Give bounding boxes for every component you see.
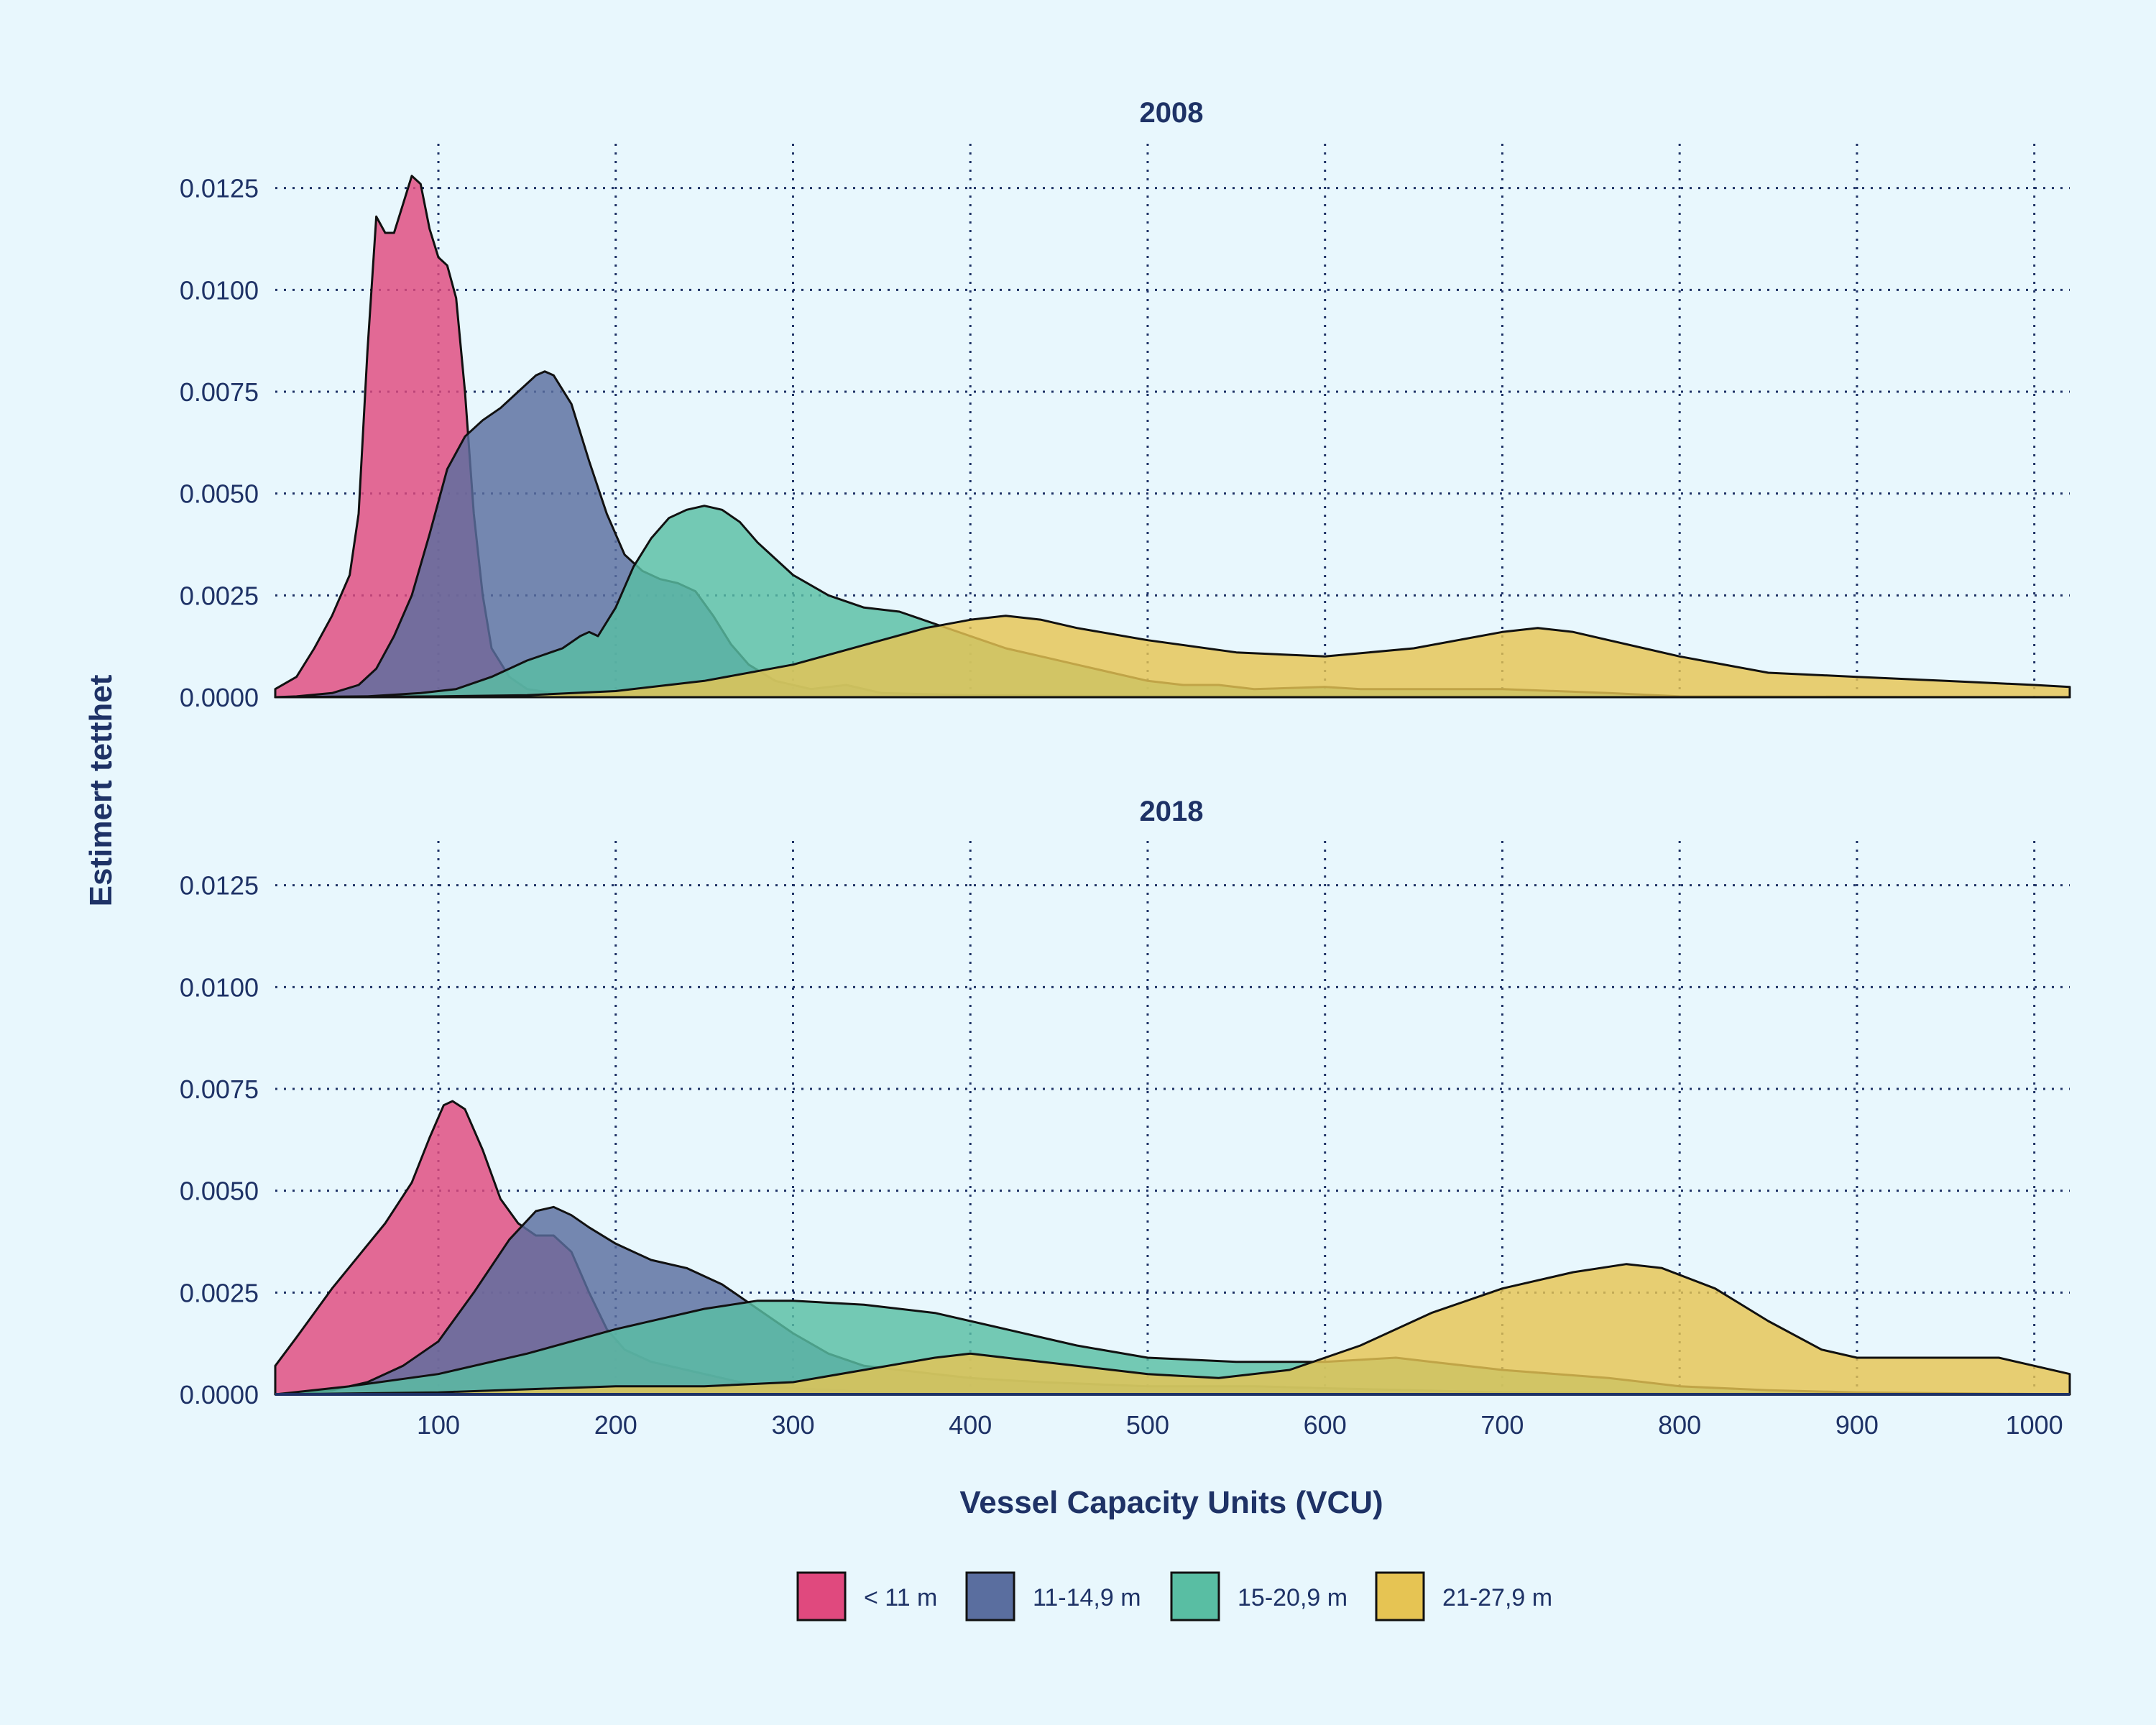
x-tick-label-500: 500	[1126, 1410, 1169, 1440]
x-tick-labels: 100 200 300 400 500 600 700 800 900 1000	[417, 1410, 2063, 1440]
y-axis-title: Estimert tetthet	[83, 674, 119, 906]
panel-2018-density-areas	[274, 1100, 2071, 1396]
panel-2018-y-tick-label-4: 0.0100	[180, 972, 259, 1002]
panel-2008-y-tick-label-1: 0.0025	[180, 581, 259, 610]
panel-2008-y-tick-label-3: 0.0075	[180, 377, 259, 407]
legend-swatch-1	[965, 1571, 1015, 1622]
x-tick-label-200: 200	[594, 1410, 637, 1440]
panel-2018-y-tick-label-3: 0.0075	[180, 1075, 259, 1104]
panel-2008-y-tick-label-2: 0.0050	[180, 479, 259, 509]
panel-2018-y-tick-label-1: 0.0025	[180, 1278, 259, 1307]
x-tick-label-100: 100	[417, 1410, 460, 1440]
legend-swatch-3	[1375, 1571, 1425, 1622]
legend-swatch-0	[796, 1571, 847, 1622]
x-tick-label-800: 800	[1658, 1410, 1701, 1440]
legend-label-1: 11-14,9 m	[1033, 1584, 1141, 1611]
legend-label-3: 21-27,9 m	[1442, 1584, 1552, 1611]
legend-swatch-2	[1170, 1571, 1220, 1622]
panel-2008-y-tick-labels: 0.0000 0.0025 0.0050 0.0075 0.0100 0.0125	[180, 174, 259, 712]
panel-2018-y-tick-label-2: 0.0050	[180, 1177, 259, 1206]
legend-label-2: 15-20,9 m	[1238, 1584, 1348, 1611]
panel-2018-y-tick-label-0: 0.0000	[180, 1380, 259, 1409]
panel-2008: 2008 0.0000 0.0025 0.0050 0.0075 0.0100 0.012…	[180, 97, 2071, 712]
panel-2008-y-tick-label-4: 0.0100	[180, 275, 259, 305]
panel-2008-y-tick-label-0: 0.0000	[180, 683, 259, 712]
panel-2008-density-areas	[274, 175, 2071, 699]
x-tick-label-700: 700	[1480, 1410, 1524, 1440]
x-tick-label-400: 400	[949, 1410, 992, 1440]
panel-title-2008: 2008	[1140, 97, 1204, 129]
legend: < 11 m 11-14,9 m 15-20,9 m 21-27,9 m	[796, 1571, 1552, 1622]
x-tick-label-900: 900	[1835, 1410, 1879, 1440]
x-tick-label-300: 300	[771, 1410, 814, 1440]
panel-title-2018: 2018	[1140, 796, 1204, 827]
x-tick-label-1000: 1000	[2006, 1410, 2063, 1440]
panel-2018-y-tick-labels: 0.0000 0.0025 0.0050 0.0075 0.0100 0.0125	[180, 871, 259, 1409]
panel-2018-area-series-3	[274, 1263, 2071, 1396]
x-tick-label-600: 600	[1304, 1410, 1347, 1440]
x-axis-title: Vessel Capacity Units (VCU)	[959, 1485, 1383, 1520]
panel-2008-area-series-3	[274, 615, 2071, 699]
panel-2018: 2018 0.0000 0.0025 0.0050 0.0075 0.0100 0.012…	[180, 796, 2071, 1409]
panel-2008-y-tick-label-5: 0.0125	[180, 174, 259, 203]
panel-2018-y-tick-label-5: 0.0125	[180, 871, 259, 901]
legend-label-0: < 11 m	[864, 1584, 937, 1611]
